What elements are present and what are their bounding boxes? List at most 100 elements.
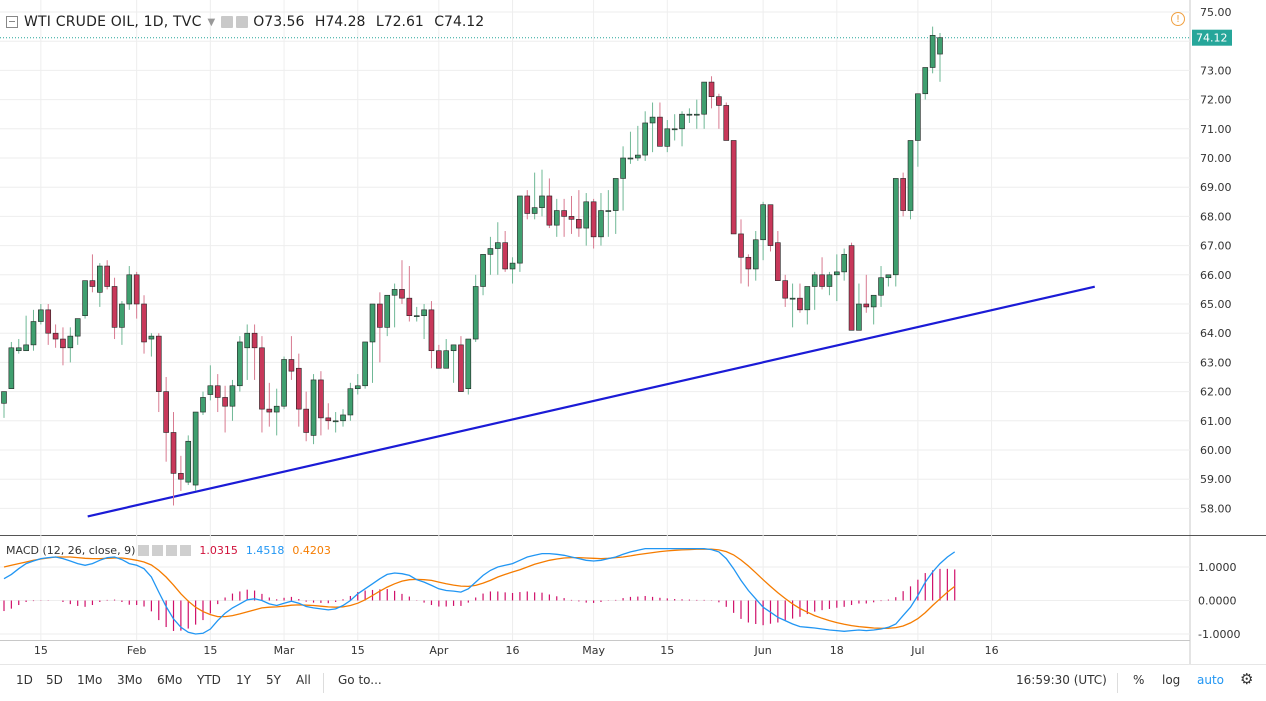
candlestick[interactable] — [362, 341, 368, 389]
candlestick[interactable] — [583, 193, 590, 246]
candlestick[interactable] — [155, 333, 162, 413]
candlestick[interactable] — [789, 283, 796, 328]
candlestick[interactable] — [465, 338, 472, 395]
candlestick[interactable] — [804, 286, 811, 325]
candlestick[interactable] — [259, 336, 265, 433]
candlestick[interactable] — [878, 266, 884, 307]
candlestick[interactable] — [178, 455, 184, 491]
candlestick[interactable] — [892, 178, 899, 287]
candlestick[interactable] — [819, 257, 825, 290]
candlestick[interactable] — [598, 193, 604, 246]
settings-icon[interactable] — [236, 16, 249, 28]
candlestick[interactable] — [782, 274, 789, 307]
alert-icon[interactable]: ! — [1171, 12, 1185, 26]
goto-button[interactable]: Go to... — [338, 673, 382, 687]
candlestick[interactable] — [922, 67, 929, 100]
candlestick[interactable] — [576, 190, 582, 237]
candlestick[interactable] — [723, 102, 730, 141]
candlestick[interactable] — [67, 327, 74, 363]
auto-scale-button[interactable]: auto — [1197, 673, 1225, 687]
candlestick[interactable] — [657, 102, 663, 147]
candlestick[interactable] — [494, 222, 501, 275]
candlestick[interactable] — [141, 295, 147, 354]
range-6mo-button[interactable]: 6Mo — [157, 673, 183, 687]
candlestick[interactable] — [347, 382, 354, 421]
candlestick[interactable] — [148, 333, 155, 357]
add-icon[interactable] — [166, 545, 178, 556]
candlestick[interactable] — [458, 336, 464, 392]
candlestick[interactable] — [834, 254, 840, 302]
candlestick[interactable] — [273, 388, 280, 436]
candlestick[interactable] — [856, 283, 862, 331]
candlestick[interactable] — [826, 271, 833, 296]
candlestick[interactable] — [303, 391, 309, 442]
candlestick[interactable] — [627, 131, 634, 164]
candlestick[interactable] — [391, 283, 398, 328]
candlestick[interactable] — [929, 26, 936, 74]
range-1d-button[interactable]: 1D — [16, 673, 33, 687]
range-all-button[interactable]: All — [296, 673, 311, 687]
close-icon[interactable] — [180, 545, 192, 556]
candlestick[interactable] — [642, 111, 648, 161]
candlestick[interactable] — [915, 93, 921, 167]
candlestick[interactable] — [60, 327, 66, 366]
candlestick[interactable] — [244, 324, 251, 380]
candlestick[interactable] — [413, 306, 420, 322]
candlestick[interactable] — [185, 435, 192, 486]
candlestick[interactable] — [192, 411, 199, 491]
candlestick[interactable] — [340, 409, 346, 427]
candlestick[interactable] — [900, 172, 906, 217]
candlestick[interactable] — [612, 178, 619, 234]
range-1mo-button[interactable]: 1Mo — [77, 673, 103, 687]
candlestick[interactable] — [428, 301, 435, 369]
candlestick[interactable] — [649, 102, 656, 153]
candlestick[interactable] — [671, 114, 678, 141]
candlestick[interactable] — [97, 263, 103, 307]
candlestick[interactable] — [1, 391, 7, 418]
candlestick[interactable] — [708, 76, 715, 109]
candlestick[interactable] — [605, 190, 612, 237]
time-display[interactable]: 16:59:30 (UTC) — [1016, 673, 1107, 687]
candlestick[interactable] — [546, 178, 553, 229]
candlestick[interactable] — [885, 274, 892, 287]
gear-icon[interactable]: ⚙ — [1240, 670, 1254, 688]
candlestick[interactable] — [325, 403, 332, 430]
candlestick[interactable] — [716, 93, 722, 129]
candlestick[interactable] — [907, 140, 914, 220]
candlestick[interactable] — [207, 365, 214, 401]
candlestick[interactable] — [811, 271, 818, 310]
range-3mo-button[interactable]: 3Mo — [117, 673, 143, 687]
candlestick[interactable] — [421, 304, 427, 340]
eye-icon[interactable] — [138, 545, 150, 556]
candlestick[interactable] — [237, 336, 243, 392]
candlestick[interactable] — [752, 231, 759, 281]
settings-icon[interactable] — [152, 545, 164, 556]
candlestick[interactable] — [15, 339, 22, 354]
candlestick[interactable] — [251, 324, 258, 380]
candlestick[interactable] — [767, 204, 774, 252]
candlestick[interactable] — [163, 377, 169, 462]
candlestick[interactable] — [848, 242, 855, 331]
candlestick[interactable] — [738, 219, 744, 284]
candlestick[interactable] — [620, 146, 626, 211]
macd-title[interactable]: MACD (12, 26, close, 9) — [6, 544, 136, 557]
candlestick[interactable] — [760, 201, 766, 261]
candlestick[interactable] — [318, 371, 324, 436]
range-5d-button[interactable]: 5D — [46, 673, 63, 687]
candlestick[interactable] — [406, 266, 413, 322]
candlestick[interactable] — [8, 341, 15, 389]
candlestick[interactable] — [679, 111, 685, 147]
candlestick[interactable] — [82, 280, 88, 319]
candlestick[interactable] — [797, 283, 803, 313]
symbol-title[interactable]: WTI CRUDE OIL, 1D, TVC — [24, 14, 202, 30]
candlestick[interactable] — [377, 292, 383, 363]
candlestick[interactable] — [775, 231, 781, 281]
candlestick[interactable] — [384, 294, 391, 337]
candlestick[interactable] — [480, 254, 486, 296]
candlestick[interactable] — [531, 172, 538, 220]
candlestick[interactable] — [509, 257, 516, 284]
chevron-down-icon[interactable]: ▼ — [207, 16, 216, 28]
candlestick[interactable] — [664, 120, 671, 153]
range-1y-button[interactable]: 1Y — [236, 673, 251, 687]
candlestick[interactable] — [561, 198, 567, 237]
